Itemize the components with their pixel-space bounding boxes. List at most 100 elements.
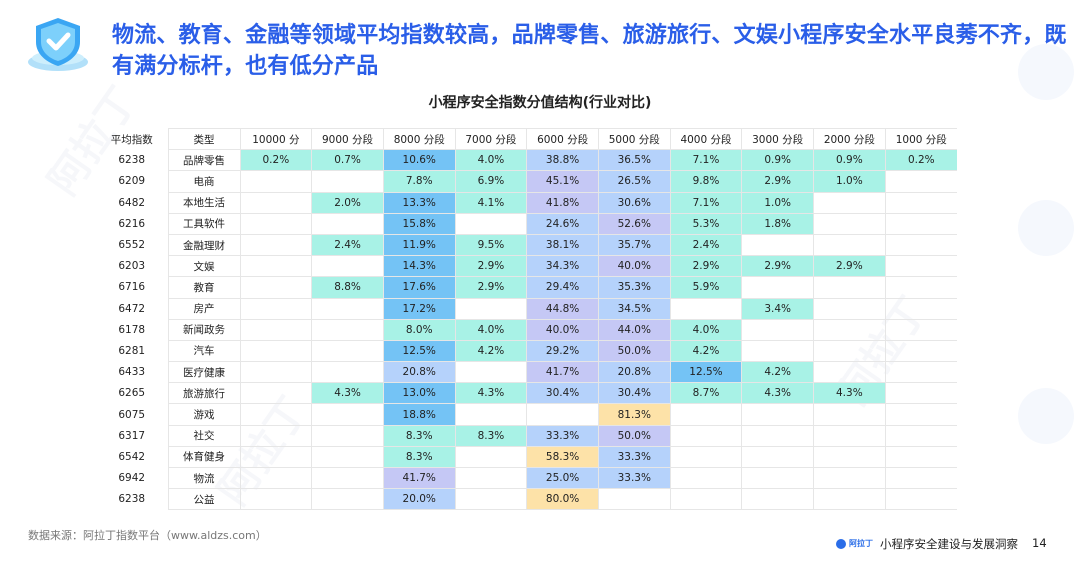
average-index-cell: 6942: [118, 472, 146, 485]
score-share-cell: 0.2%: [239, 149, 312, 172]
score-share-cell: [884, 319, 957, 341]
score-share-cell: [311, 425, 384, 447]
score-share-cell: 13.3%: [382, 192, 456, 214]
industry-type-cell: 体育健身: [167, 446, 240, 469]
score-share-cell: [813, 361, 886, 384]
table-row: 6433 医疗健康 20.8% 41.7% 20.8% 12.5% 4.2%: [96, 361, 957, 384]
score-share-cell: [311, 255, 384, 278]
score-share-cell: [526, 403, 599, 426]
score-share-cell: [813, 340, 886, 363]
table-row: 6281 汽车 12.5% 4.2% 29.2% 50.0% 4.2%: [96, 340, 957, 363]
score-share-cell: [311, 403, 384, 426]
score-share-cell: 33.3%: [597, 467, 671, 490]
average-index-cell: 6433: [118, 366, 146, 379]
score-share-cell: [239, 467, 312, 490]
score-share-cell: [813, 488, 886, 511]
score-share-cell: [669, 488, 742, 511]
score-share-cell: [454, 298, 527, 320]
score-share-cell: 2.9%: [454, 276, 527, 299]
watermark-logo: [1018, 388, 1074, 444]
score-share-cell: 29.4%: [526, 276, 599, 299]
score-share-cell: [741, 319, 814, 341]
score-share-cell: 50.0%: [597, 425, 671, 447]
score-share-cell: 9.5%: [454, 234, 527, 257]
score-share-cell: 40.0%: [526, 319, 599, 341]
score-share-cell: 30.4%: [526, 382, 599, 405]
score-share-cell: 5.9%: [669, 276, 742, 299]
score-share-cell: [813, 467, 886, 490]
score-share-cell: 12.5%: [669, 361, 742, 384]
average-index-cell: 6317: [118, 429, 146, 442]
average-index-cell: 6482: [118, 196, 146, 209]
score-share-cell: [741, 276, 814, 299]
score-share-cell: 41.8%: [526, 192, 599, 214]
table-row: 6472 房产 17.2% 44.8% 34.5% 3.4%: [96, 298, 957, 320]
score-share-cell: [597, 488, 671, 511]
score-share-cell: 9.8%: [669, 170, 742, 193]
score-share-cell: [311, 467, 384, 490]
score-share-cell: 11.9%: [382, 234, 456, 257]
industry-type-cell: 汽车: [167, 340, 240, 363]
score-share-cell: [239, 234, 312, 257]
data-source: 数据来源：阿拉丁指数平台（www.aldzs.com）: [28, 529, 267, 542]
average-index-cell: 6542: [118, 450, 146, 463]
score-share-cell: [239, 213, 312, 235]
score-share-cell: [311, 213, 384, 235]
average-index-cell: 6203: [118, 260, 146, 273]
table-row: 6216 工具软件 15.8% 24.6% 52.6% 5.3% 1.8%: [96, 213, 957, 235]
score-share-cell: [741, 446, 814, 469]
score-share-cell: [813, 446, 886, 469]
score-share-cell: [884, 425, 957, 447]
score-share-cell: 0.7%: [311, 149, 384, 172]
column-header: 3000 分段: [741, 127, 814, 151]
brand-icon: [836, 538, 846, 549]
score-share-cell: [311, 319, 384, 341]
table-row: 6317 社交 8.3% 8.3% 33.3% 50.0%: [96, 425, 957, 447]
score-share-cell: 33.3%: [597, 446, 671, 469]
score-share-cell: 15.8%: [382, 213, 456, 235]
score-share-cell: [884, 255, 957, 278]
score-share-cell: [454, 403, 527, 426]
score-share-cell: [813, 319, 886, 341]
score-share-cell: 44.8%: [526, 298, 599, 320]
industry-type-cell: 金融理财: [167, 234, 240, 257]
score-share-cell: [741, 488, 814, 511]
score-share-cell: 25.0%: [526, 467, 599, 490]
score-share-cell: 10.6%: [382, 149, 456, 172]
score-share-cell: [813, 298, 886, 320]
score-share-cell: 30.4%: [597, 382, 671, 405]
score-share-cell: 8.3%: [454, 425, 527, 447]
average-index-cell: 6472: [118, 302, 146, 315]
score-share-cell: 30.6%: [597, 192, 671, 214]
score-share-cell: 7.8%: [382, 170, 456, 193]
score-share-cell: [884, 276, 957, 299]
score-share-cell: 4.1%: [454, 192, 527, 214]
industry-type-cell: 教育: [167, 276, 240, 299]
score-share-cell: [669, 467, 742, 490]
score-share-cell: 8.3%: [382, 446, 456, 469]
score-share-cell: 2.4%: [311, 234, 384, 257]
column-header: 5000 分段: [597, 127, 671, 151]
score-share-cell: [454, 446, 527, 469]
score-share-cell: 2.9%: [741, 170, 814, 193]
score-share-cell: [813, 276, 886, 299]
score-share-cell: 12.5%: [382, 340, 456, 363]
column-header: 9000 分段: [311, 127, 384, 151]
score-share-cell: 0.2%: [884, 149, 957, 172]
page-number: 14: [1032, 536, 1047, 550]
score-share-cell: [239, 192, 312, 214]
score-share-cell: [884, 403, 957, 426]
score-share-cell: [884, 361, 957, 384]
score-share-cell: [239, 425, 312, 447]
score-share-cell: [884, 213, 957, 235]
score-share-cell: [311, 340, 384, 363]
score-share-cell: [239, 361, 312, 384]
score-share-cell: [239, 488, 312, 511]
score-share-cell: 2.9%: [813, 255, 886, 278]
score-share-cell: 20.8%: [597, 361, 671, 384]
score-share-cell: 1.0%: [741, 192, 814, 214]
score-share-cell: [741, 425, 814, 447]
score-share-cell: 80.0%: [526, 488, 599, 511]
score-share-cell: 40.0%: [597, 255, 671, 278]
score-share-cell: [884, 234, 957, 257]
